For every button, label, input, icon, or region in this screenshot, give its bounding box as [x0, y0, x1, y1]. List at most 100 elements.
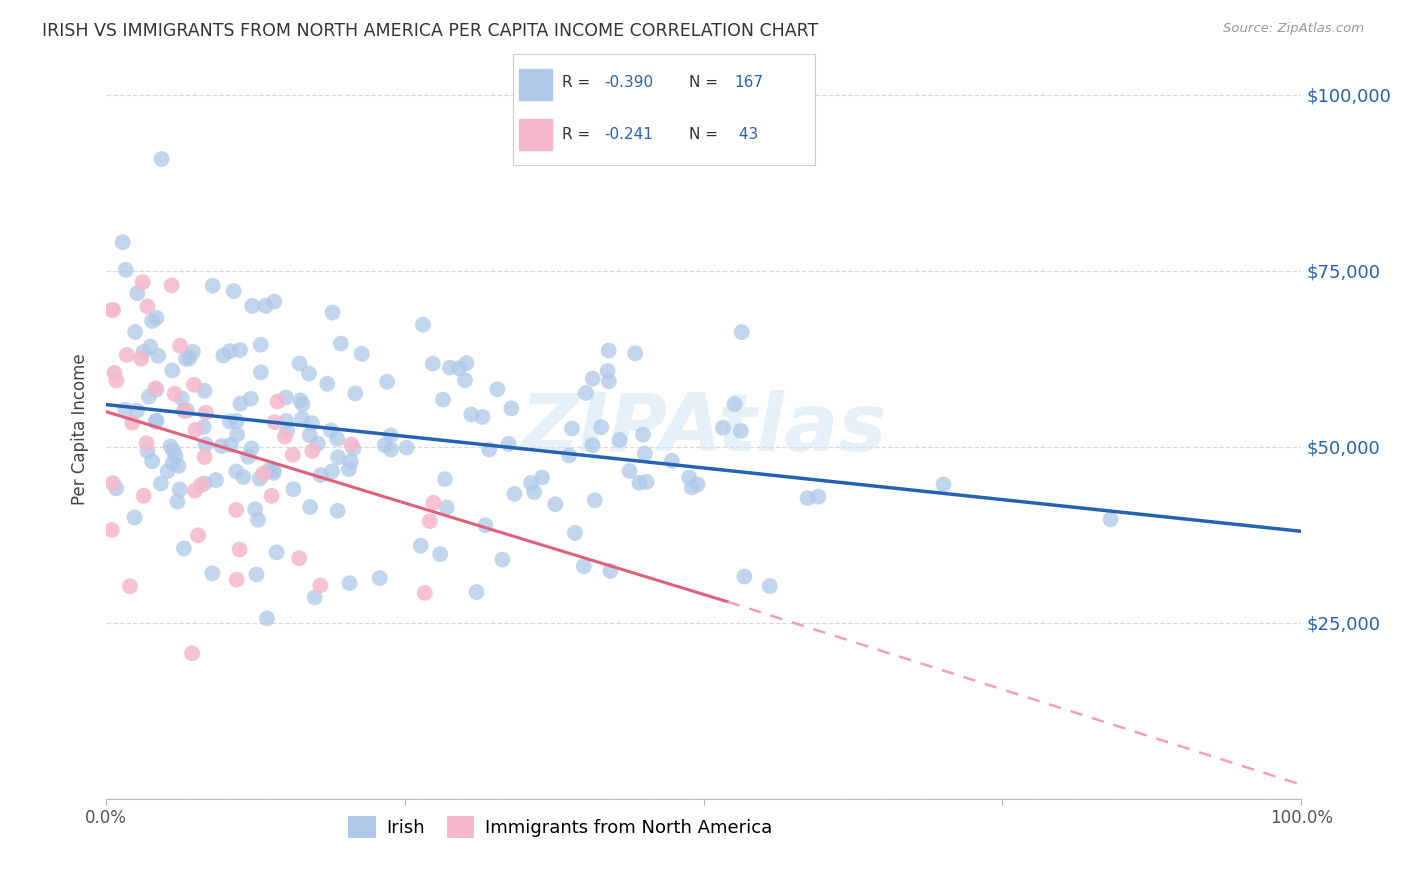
Point: [412, 318, 434, 332]
Point: [309, 578, 332, 592]
Point: [162, 443, 184, 458]
Point: [342, 442, 364, 456]
Point: [162, 363, 184, 377]
Point: [409, 539, 432, 553]
Point: [101, 302, 124, 317]
Point: [111, 235, 134, 249]
Point: [395, 441, 418, 455]
Point: [596, 364, 619, 378]
Point: [205, 473, 228, 487]
Point: [301, 416, 323, 430]
Point: [162, 456, 184, 470]
Point: [599, 564, 621, 578]
Point: [471, 409, 494, 424]
Point: [298, 428, 321, 442]
Point: [139, 340, 162, 354]
Point: [127, 286, 149, 301]
Point: [439, 360, 461, 375]
Point: [337, 462, 360, 476]
Point: [183, 377, 205, 392]
Point: [582, 371, 605, 385]
Point: [274, 430, 297, 444]
Point: [114, 263, 136, 277]
Point: [316, 376, 339, 391]
Point: [340, 437, 363, 451]
Text: N =: N =: [689, 127, 723, 142]
Point: [368, 571, 391, 585]
Point: [733, 569, 755, 583]
Point: [456, 356, 478, 370]
Point: [631, 427, 654, 442]
Point: [246, 513, 269, 527]
Point: [141, 454, 163, 468]
Point: [145, 310, 167, 325]
Text: Source: ZipAtlas.com: Source: ZipAtlas.com: [1223, 22, 1364, 36]
Point: [263, 415, 285, 429]
Point: [449, 361, 471, 376]
Point: [169, 339, 191, 353]
Point: [174, 351, 197, 366]
Point: [181, 646, 204, 660]
Point: [309, 468, 332, 483]
Point: [263, 466, 285, 480]
Text: -0.390: -0.390: [605, 75, 652, 90]
Point: [176, 403, 198, 417]
Point: [274, 391, 297, 405]
Point: [520, 475, 543, 490]
Point: [193, 476, 215, 491]
Point: [132, 345, 155, 359]
Point: [150, 152, 173, 166]
Point: [118, 579, 141, 593]
Point: [259, 462, 281, 476]
Point: [339, 576, 361, 591]
Point: [145, 381, 167, 395]
Point: [181, 344, 204, 359]
Point: [796, 491, 818, 505]
Point: [291, 411, 314, 425]
Point: [225, 573, 247, 587]
Point: [179, 351, 201, 366]
Point: [240, 442, 263, 456]
Point: [564, 525, 586, 540]
Point: [136, 300, 159, 314]
Point: [165, 449, 187, 463]
Point: [240, 299, 263, 313]
Point: [350, 347, 373, 361]
Point: [114, 402, 136, 417]
Point: [304, 591, 326, 605]
Point: [101, 523, 124, 537]
Point: [239, 392, 262, 406]
Point: [194, 437, 217, 451]
Point: [184, 423, 207, 437]
Point: [283, 482, 305, 496]
Point: [661, 454, 683, 468]
Text: R =: R =: [561, 127, 595, 142]
Point: [187, 528, 209, 542]
Point: [167, 458, 190, 473]
Text: 167: 167: [734, 75, 763, 90]
Point: [581, 438, 603, 452]
Point: [326, 504, 349, 518]
Point: [141, 314, 163, 328]
Point: [432, 392, 454, 407]
Point: [561, 421, 583, 435]
Point: [135, 436, 157, 450]
Point: [380, 428, 402, 442]
Point: [281, 448, 304, 462]
Point: [678, 470, 700, 484]
Point: [222, 284, 245, 298]
Point: [184, 483, 207, 498]
Point: [101, 303, 124, 318]
Point: [129, 351, 152, 366]
Point: [486, 382, 509, 396]
Point: [124, 325, 146, 339]
Bar: [519, 119, 553, 150]
Point: [105, 374, 128, 388]
Point: [170, 392, 193, 406]
Point: [276, 424, 298, 438]
Text: ZIPAtlas: ZIPAtlas: [520, 390, 887, 468]
Point: [288, 357, 311, 371]
Point: [344, 386, 367, 401]
Point: [723, 397, 745, 411]
Point: [136, 444, 159, 458]
